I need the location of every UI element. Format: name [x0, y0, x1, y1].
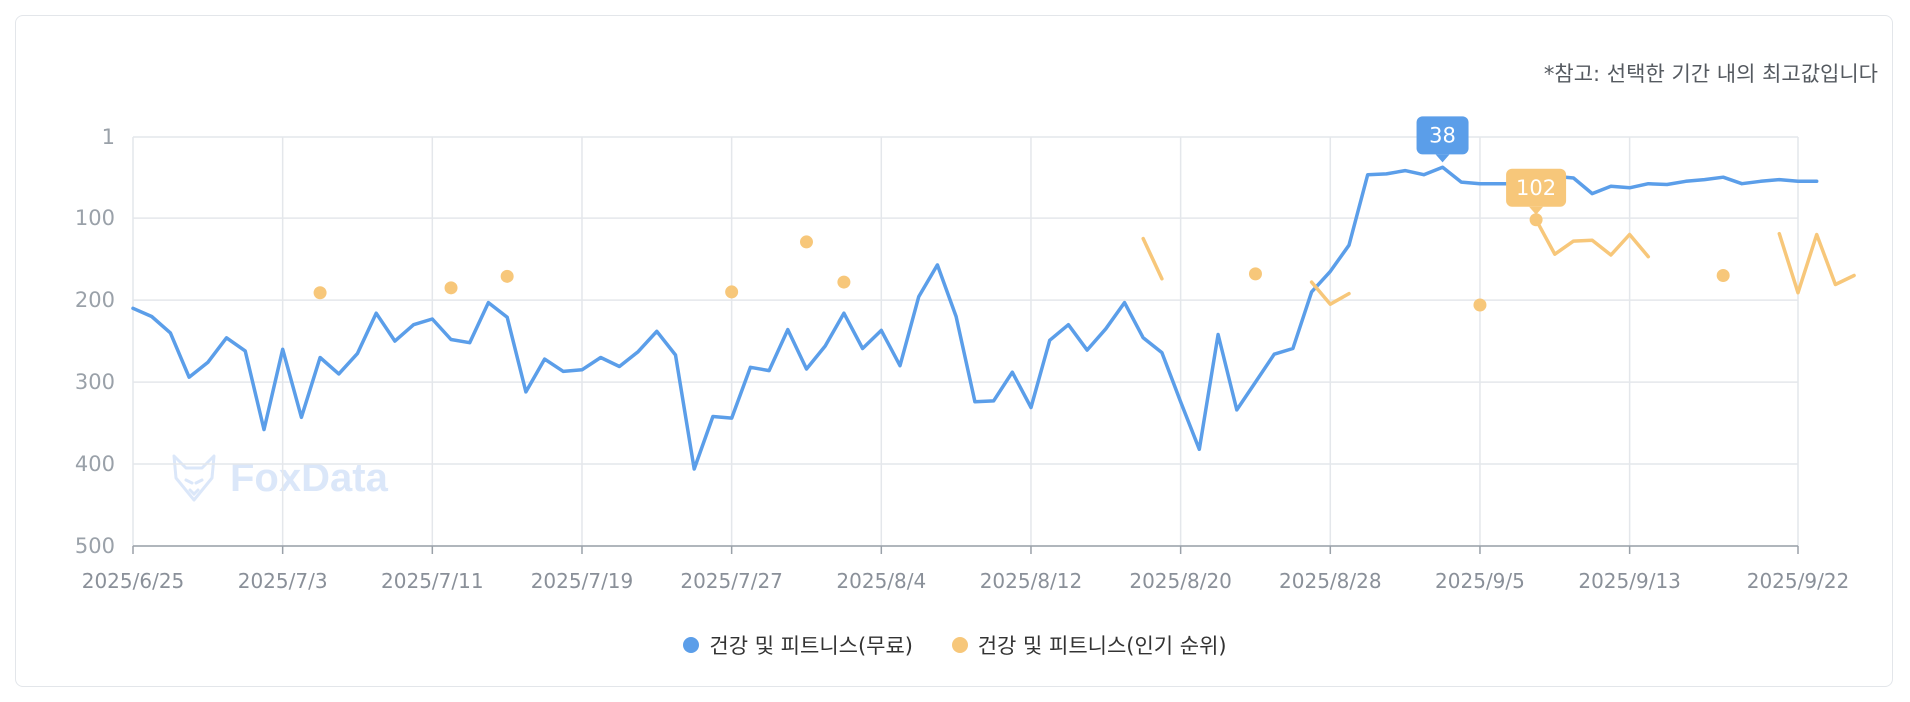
series-point-1[interactable] [1716, 269, 1730, 283]
x-tick-label: 2025/9/13 [1578, 569, 1681, 593]
legend-label-free: 건강 및 피트니스(무료) [709, 634, 913, 658]
series-point-1[interactable] [725, 285, 739, 299]
legend-dot-popular [951, 637, 968, 653]
x-tick-label: 2025/8/20 [1129, 569, 1232, 593]
series-line-0 [131, 165, 1819, 471]
chart-card [15, 15, 1893, 687]
legend-item-popular[interactable]: 건강 및 피트니스(인기 순위) [951, 630, 1227, 660]
series-point-1[interactable] [500, 269, 514, 283]
series-point-1[interactable] [444, 281, 458, 295]
x-tick-label: 2025/8/12 [980, 569, 1083, 593]
x-tick-label: 2025/7/19 [531, 569, 634, 593]
series-line-1 [1777, 231, 1856, 295]
peak-tooltip-label: 102 [1516, 176, 1556, 200]
peak-tooltip-label: 38 [1429, 123, 1456, 147]
peak-tooltip-pointer [1435, 154, 1450, 163]
fox-logo-icon [172, 454, 216, 502]
legend-dot-free [683, 637, 700, 653]
legend-item-free[interactable]: 건강 및 피트니스(무료) [683, 630, 913, 660]
peak-tooltip-box [1506, 168, 1567, 207]
peak-tooltip-box [1416, 116, 1469, 155]
x-tick-label: 2025/7/27 [680, 569, 783, 593]
y-tick-label: 1 [102, 125, 115, 149]
x-tick-label: 2025/6/25 [82, 569, 185, 593]
y-tick-label: 400 [75, 452, 115, 476]
y-tick-label: 300 [75, 370, 115, 394]
x-tick-label: 2025/8/28 [1279, 569, 1382, 593]
y-tick-label: 500 [75, 534, 115, 558]
series-point-1[interactable] [1473, 298, 1487, 312]
chart-note: *참고: 선택한 기간 내의 최고값입니다 [1543, 62, 1878, 86]
series-point-1[interactable] [837, 275, 851, 289]
legend-label-popular: 건강 및 피트니스(인기 순위) [977, 634, 1227, 658]
series-line-1 [1309, 280, 1351, 306]
series-point-1[interactable] [1248, 267, 1262, 281]
y-tick-label: 100 [75, 206, 115, 230]
peak-point-1[interactable] [1529, 213, 1543, 227]
x-tick-label: 2025/9/22 [1747, 569, 1850, 593]
chart-legend: 건강 및 피트니스(무료) 건강 및 피트니스(인기 순위) [0, 630, 1910, 660]
x-tick-label: 2025/7/3 [238, 569, 328, 593]
series-point-1[interactable] [799, 235, 813, 249]
series-point-1[interactable] [313, 286, 327, 300]
peak-tooltip-pointer [1529, 206, 1544, 215]
x-tick-label: 2025/7/11 [381, 569, 484, 593]
series-line-1 [1141, 236, 1164, 281]
foxdata-watermark: FoxData [168, 452, 388, 504]
y-tick-label: 200 [75, 288, 115, 312]
x-tick-label: 2025/8/4 [836, 569, 926, 593]
watermark-text: FoxData [230, 455, 388, 500]
series-line-1 [1534, 218, 1651, 259]
x-tick-label: 2025/9/5 [1435, 569, 1525, 593]
